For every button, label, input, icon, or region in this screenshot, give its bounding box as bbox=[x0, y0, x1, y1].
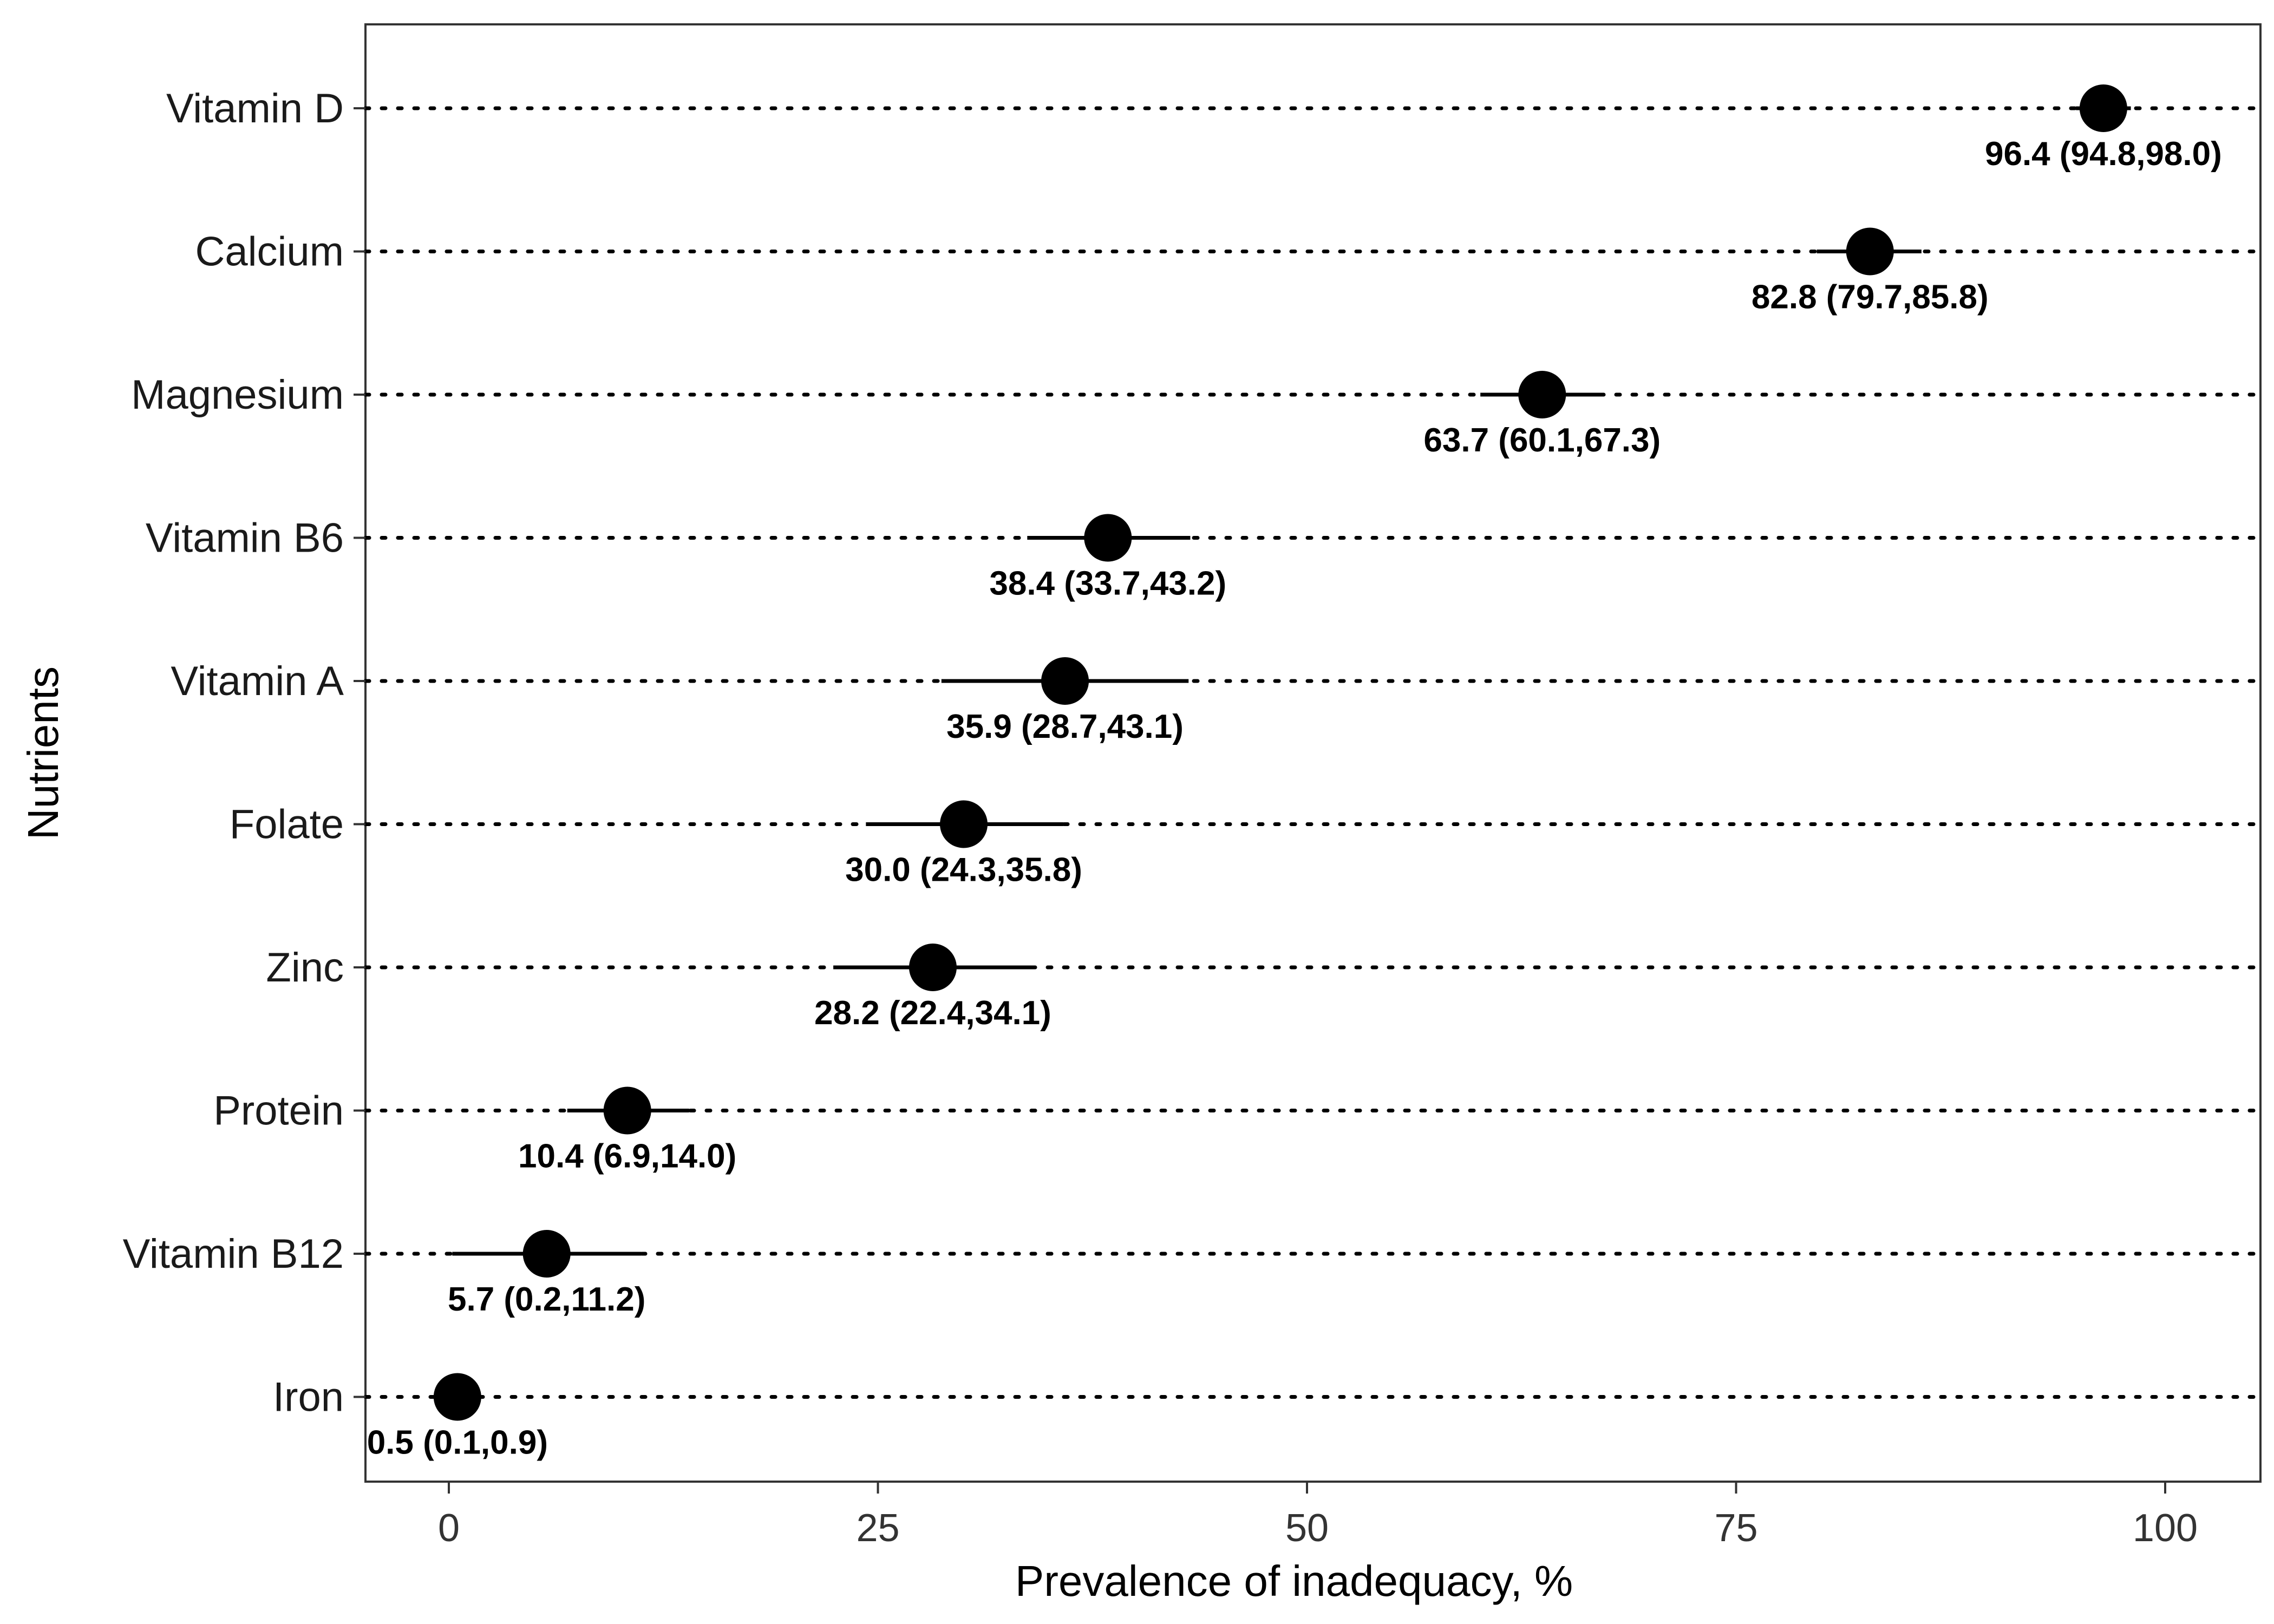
data-label: 5.7 (0.2,11.2) bbox=[448, 1281, 645, 1318]
data-point bbox=[433, 1373, 481, 1421]
data-point bbox=[1518, 371, 1566, 418]
data-point bbox=[909, 944, 957, 991]
data-point bbox=[1041, 657, 1089, 705]
data-point bbox=[1084, 514, 1132, 562]
data-label: 10.4 (6.9,14.0) bbox=[518, 1138, 736, 1175]
data-label: 28.2 (22.4,34.1) bbox=[814, 994, 1051, 1032]
y-tick-label: Vitamin B6 bbox=[146, 515, 344, 561]
y-tick-label: Calcium bbox=[195, 229, 344, 275]
x-tick-label: 25 bbox=[856, 1507, 899, 1550]
data-point bbox=[1846, 227, 1894, 276]
data-label: 82.8 (79.7,85.8) bbox=[1752, 279, 1989, 316]
y-tick-label: Folate bbox=[230, 802, 344, 848]
data-label: 35.9 (28.7,43.1) bbox=[946, 708, 1184, 745]
data-labels: 96.4 (94.8,98.0) 82.8 (79.7,85.8) 63.7 (60… bbox=[367, 135, 2222, 1462]
data-point bbox=[2079, 84, 2127, 132]
data-point bbox=[603, 1086, 651, 1135]
y-tick-label: Protein bbox=[213, 1088, 344, 1134]
x-tick-label: 100 bbox=[2133, 1507, 2198, 1550]
data-points bbox=[433, 84, 2127, 1421]
y-axis: Vitamin D Calcium Magnesium Vitamin B6 Vitam… bbox=[123, 86, 365, 1420]
data-label: 0.5 (0.1,0.9) bbox=[367, 1424, 548, 1462]
y-tick-label: Zinc bbox=[266, 945, 344, 991]
x-axis: 0 25 50 75 100 bbox=[438, 1482, 2198, 1550]
y-tick-label: Vitamin B12 bbox=[123, 1231, 344, 1277]
x-tick-label: 0 bbox=[438, 1507, 460, 1550]
y-tick-label: Iron bbox=[273, 1374, 344, 1420]
data-label: 38.4 (33.7,43.2) bbox=[989, 565, 1226, 603]
y-tick-label: Magnesium bbox=[131, 372, 344, 418]
x-axis-title: Prevalence of inadequacy, % bbox=[1015, 1557, 1573, 1605]
y-tick-label: Vitamin D bbox=[166, 86, 344, 132]
data-label: 96.4 (94.8,98.0) bbox=[1985, 135, 2222, 173]
data-label: 30.0 (24.3,35.8) bbox=[845, 852, 1082, 889]
x-tick-label: 50 bbox=[1285, 1507, 1329, 1550]
data-point bbox=[940, 800, 988, 848]
guide-lines bbox=[363, 106, 2263, 1399]
x-tick-label: 75 bbox=[1714, 1507, 1757, 1550]
y-tick-label: Vitamin A bbox=[171, 658, 344, 704]
plot-panel bbox=[364, 23, 2262, 1483]
y-axis-title: Nutrients bbox=[19, 666, 67, 840]
data-label: 63.7 (60.1,67.3) bbox=[1423, 422, 1661, 459]
data-point bbox=[522, 1230, 571, 1278]
